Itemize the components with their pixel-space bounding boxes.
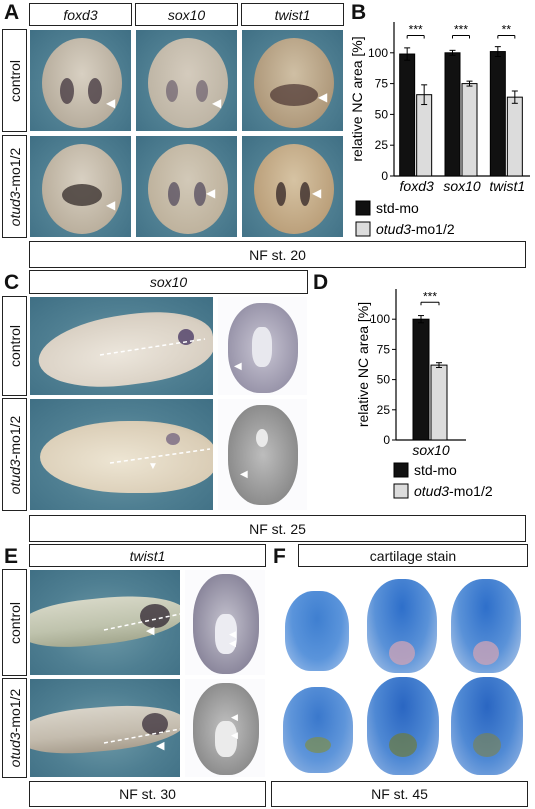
category-label: twist1 — [489, 178, 525, 194]
dashed-line — [99, 338, 206, 356]
gene-header-sox10: sox10 — [135, 3, 238, 26]
legend-swatch — [393, 462, 409, 478]
bar-std-mo — [399, 53, 416, 177]
image-c-control-section: ◀ — [217, 296, 308, 396]
legend-label: otud3-mo1/2 — [376, 221, 455, 237]
arrowhead-icon: ◀ — [212, 96, 222, 110]
panel-label-b: B — [351, 1, 367, 24]
bar-std-mo — [489, 51, 506, 177]
row-label-otud3-mo: otud3-mo1/2 — [2, 398, 27, 511]
legend-label: otud3-mo1/2 — [414, 483, 493, 499]
row-label-otud3-mo: otud3-mo1/2 — [2, 135, 27, 238]
y-tick-label: 50 — [377, 373, 391, 387]
bar-otud3-mo1/2 — [461, 83, 478, 177]
row-label-otud3-mo: otud3-mo1/2 — [2, 678, 27, 778]
category-label: foxd3 — [400, 178, 434, 194]
panel-label-f: F — [273, 545, 286, 568]
gene-header-c: sox10 — [29, 270, 308, 294]
arrowhead-icon: ◀ ◀ — [229, 629, 236, 648]
arrowhead-icon: ▼ — [148, 461, 158, 472]
category-label: sox10 — [412, 442, 450, 458]
arrowhead-icon: ◀ — [146, 625, 155, 637]
bar-std-mo — [444, 52, 461, 177]
legend-label: std-mo — [376, 200, 419, 216]
image-sox10-morphant: ◀ — [135, 135, 238, 238]
image-c-control-embryo — [29, 296, 214, 396]
image-sox10-control: ◀ — [135, 29, 238, 132]
image-twist1-morphant: ◀ — [241, 135, 344, 238]
arrowhead-icon: ◀ — [106, 198, 116, 212]
y-axis-label: relative NC area [%] — [355, 302, 371, 427]
y-tick-label: 75 — [375, 77, 389, 91]
legend-swatch — [393, 483, 409, 499]
significance-label: *** — [409, 23, 423, 37]
y-axis-label: relative NC area [%] — [349, 36, 365, 161]
arrowhead-icon: ◀ — [234, 361, 242, 372]
stage-label-f: NF st. 45 — [271, 781, 528, 807]
arrowhead-icon: ◀ — [312, 186, 322, 200]
arrowhead-icon: ◀ — [106, 96, 116, 110]
panel-label-d: D — [313, 271, 329, 294]
stage-label-e: NF st. 30 — [29, 781, 266, 807]
arrowhead-icon: ◀ — [156, 740, 165, 752]
image-e-control-embryo: ◀ — [29, 569, 181, 676]
panel-label-e: E — [4, 545, 19, 568]
legend-label: std-mo — [414, 462, 457, 478]
image-c-morphant-embryo: ▼ — [29, 398, 214, 511]
significance-label: *** — [423, 289, 437, 303]
arrowhead-icon: ◀ — [318, 90, 328, 104]
dashed-line — [103, 613, 180, 631]
category-label: sox10 — [443, 178, 481, 194]
row-label-control: control — [2, 569, 27, 676]
image-foxd3-morphant: ◀ — [29, 135, 132, 238]
panel-f-title: cartilage stain — [298, 544, 528, 567]
image-foxd3-control: ◀ — [29, 29, 132, 132]
image-c-morphant-section: ◀ — [217, 398, 308, 511]
dashed-line — [103, 728, 180, 744]
panel-label-a: A — [4, 1, 20, 24]
row-label-control: control — [2, 296, 27, 396]
y-tick-label: 100 — [368, 46, 388, 60]
y-tick-label: 100 — [370, 312, 390, 326]
gene-header-twist1: twist1 — [241, 3, 344, 26]
y-tick-label: 25 — [377, 403, 391, 417]
image-e-morphant-embryo: ◀ — [29, 678, 181, 778]
stage-label-c: NF st. 25 — [29, 515, 526, 542]
significance-label: *** — [454, 23, 468, 37]
dashed-line — [109, 448, 211, 464]
legend-swatch — [355, 221, 371, 237]
legend-swatch — [355, 200, 371, 216]
image-cartilage-grid — [271, 569, 530, 778]
bar-otud3-mo1/2 — [506, 96, 523, 177]
image-e-morphant-section: ◀ ◀ — [184, 678, 266, 778]
arrowhead-icon: ◀ — [206, 186, 216, 200]
arrowhead-icon: ◀ ◀ — [231, 712, 238, 740]
bar-std-mo — [412, 318, 430, 441]
y-tick-label: 75 — [377, 342, 391, 356]
image-twist1-control: ◀ — [241, 29, 344, 132]
image-e-control-section: ◀ ◀ — [184, 569, 266, 676]
arrowhead-icon: ◀ — [240, 469, 248, 480]
gene-header-e: twist1 — [29, 544, 266, 567]
significance-label: ** — [502, 23, 512, 37]
bar-otud3-mo1/2 — [430, 364, 448, 441]
y-tick-label: 0 — [383, 433, 390, 447]
row-label-control: control — [2, 29, 27, 132]
gene-header-foxd3: foxd3 — [29, 3, 132, 26]
panel-label-c: C — [4, 271, 20, 294]
y-tick-label: 50 — [375, 107, 389, 121]
stage-label-a: NF st. 20 — [29, 241, 526, 268]
y-tick-label: 0 — [381, 169, 388, 183]
y-tick-label: 25 — [375, 138, 389, 152]
bar-otud3-mo1/2 — [416, 94, 433, 177]
